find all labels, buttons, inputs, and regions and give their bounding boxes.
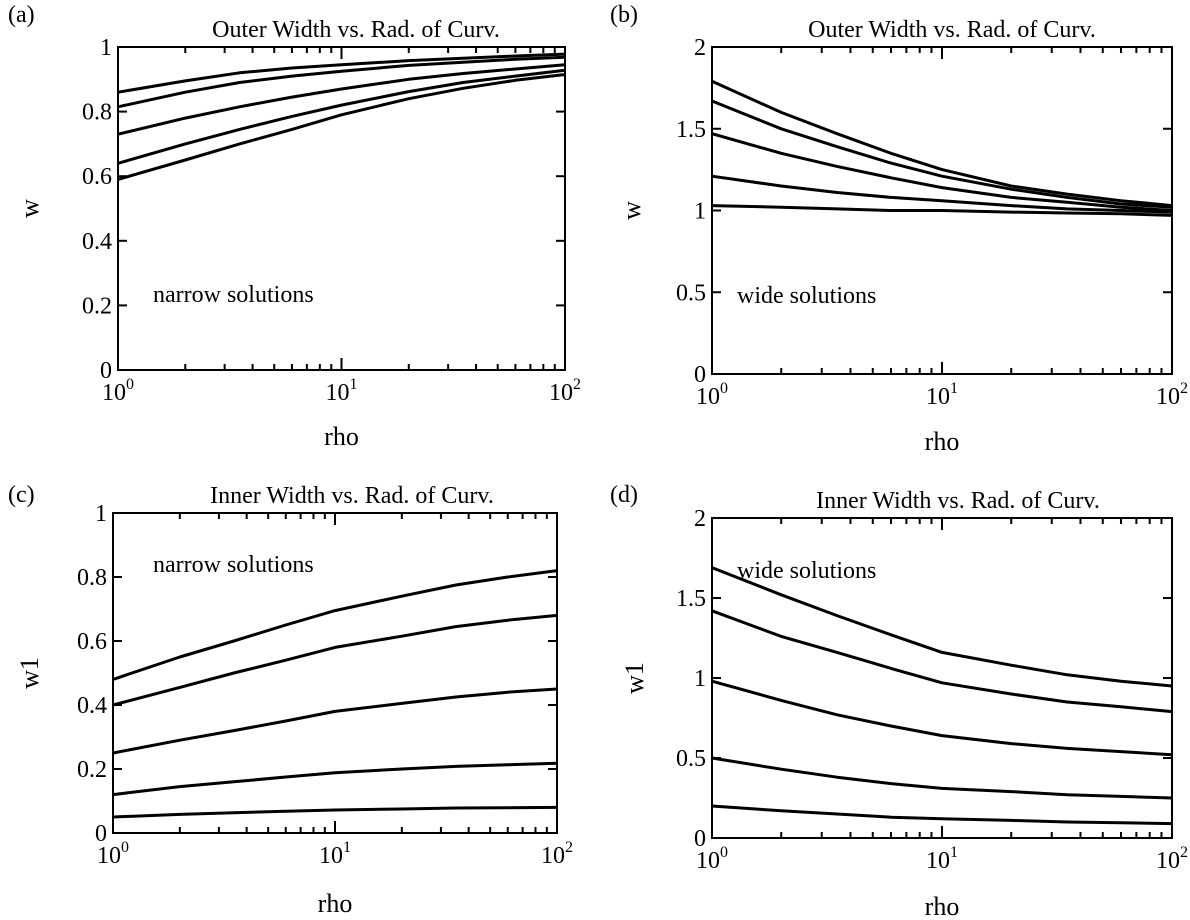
x-tick-label: 101	[326, 376, 358, 406]
chart-title: Inner Width vs. Rad. of Curv.	[816, 488, 1100, 514]
y-tick-label: 1	[694, 199, 706, 225]
plot-frame	[117, 46, 566, 371]
y-tick-label: 0	[694, 826, 706, 852]
panel-label: (c)	[8, 482, 35, 508]
y-tick-label: 1	[100, 35, 112, 61]
series-line-3	[117, 63, 566, 136]
x-axis-label: rho	[925, 892, 960, 920]
chart-title: Outer Width vs. Rad. of Curv.	[212, 17, 500, 43]
series-line-2	[711, 609, 1173, 714]
y-tick-label: 0.2	[82, 293, 112, 319]
x-tick-label: 102	[1156, 380, 1188, 410]
x-tick-label: 100	[696, 380, 728, 410]
x-tick-label: 100	[696, 844, 728, 874]
chart-title: Inner Width vs. Rad. of Curv.	[210, 483, 494, 509]
x-tick-label: 102	[541, 839, 573, 869]
series-line-1	[711, 566, 1173, 688]
series-line-2	[711, 99, 1173, 209]
series-line-1	[117, 52, 566, 94]
x-tick-label: 101	[926, 844, 958, 874]
series-line-1	[711, 79, 1173, 208]
x-tick-label: 101	[926, 380, 958, 410]
annotation: narrow solutions	[153, 282, 314, 308]
series-line-4	[117, 68, 566, 165]
panel-a: (a) Outer Width vs. Rad. of Curv. 0 0.2 0.4 0…	[8, 2, 581, 451]
annotation: narrow solutions	[153, 552, 314, 578]
series-line-4	[711, 756, 1173, 800]
series-line-5	[711, 804, 1173, 826]
y-tick-label: 0.8	[82, 100, 112, 126]
series-line-5	[117, 73, 566, 181]
y-tick-label: 0.2	[77, 757, 107, 783]
x-tick-label: 100	[97, 839, 129, 869]
chart-title: Outer Width vs. Rad. of Curv.	[808, 17, 1096, 43]
y-tick-label: 0.5	[676, 280, 706, 306]
panel-label: (a)	[8, 2, 35, 28]
panel-label: (b)	[610, 2, 638, 28]
series-line-3	[711, 132, 1173, 212]
y-tick-label: 1.5	[676, 117, 706, 143]
annotation: wide solutions	[737, 283, 876, 309]
series-line-1	[112, 569, 558, 681]
series-line-3	[711, 679, 1173, 757]
x-axis-label: rho	[324, 422, 359, 451]
y-tick-label: 1.5	[676, 586, 706, 612]
panel-label: (d)	[610, 482, 638, 508]
series-line-2	[117, 55, 566, 109]
y-axis-label: w	[15, 199, 44, 218]
y-tick-label: 0.5	[676, 746, 706, 772]
y-tick-label: 1	[95, 501, 107, 527]
y-tick-label: 0.6	[82, 164, 112, 190]
y-tick-label: 0.8	[77, 565, 107, 591]
panel-b: (b) Outer Width vs. Rad. of Curv. 0 0.5 1 1.5…	[610, 2, 1188, 456]
y-tick-label: 0.4	[77, 693, 107, 719]
x-axis-label: rho	[925, 427, 960, 456]
y-tick-label: 0	[100, 358, 112, 384]
series-line-4	[112, 761, 558, 797]
panel-c: (c) Inner Width vs. Rad. of Curv. 0 0.2 0.4 0…	[8, 482, 573, 918]
x-axis-label: rho	[318, 889, 353, 918]
y-tick-label: 2	[694, 35, 706, 61]
x-tick-label: 100	[102, 376, 134, 406]
y-axis-label: w	[617, 201, 646, 220]
x-tick-label: 102	[549, 376, 581, 406]
x-tick-label: 102	[1156, 844, 1188, 874]
y-tick-label: 0	[694, 362, 706, 388]
y-tick-label: 0.4	[82, 229, 112, 255]
series-line-3	[112, 687, 558, 755]
y-tick-label: 2	[694, 506, 706, 532]
y-tick-label: 0.6	[77, 629, 107, 655]
y-axis-label: w1	[15, 657, 44, 689]
y-tick-label: 0	[95, 821, 107, 847]
annotation: wide solutions	[737, 558, 876, 584]
series-line-5	[711, 204, 1173, 217]
y-tick-label: 1	[694, 666, 706, 692]
panel-d: (d) Inner Width vs. Rad. of Curv. 0 0.5 1 1.5…	[610, 482, 1188, 920]
series-line-4	[711, 174, 1173, 214]
y-axis-label: w1	[620, 662, 649, 694]
series-line-2	[112, 613, 558, 707]
series-line-5	[112, 805, 558, 819]
x-tick-label: 101	[319, 839, 351, 869]
